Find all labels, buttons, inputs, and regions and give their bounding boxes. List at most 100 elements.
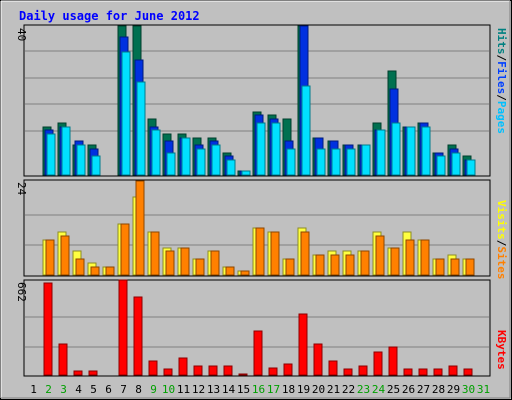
x-tick-label-day-12: 12	[192, 383, 205, 396]
bar-usage-pages-day-27	[421, 126, 431, 176]
kbytes-legend: KBytes	[495, 330, 508, 370]
visits-legend-sites: Sites	[495, 246, 508, 279]
x-tick-label-day-17: 17	[267, 383, 280, 396]
chart-title: Daily usage for June 2012	[19, 9, 200, 23]
bar-visits-sites-day-29	[450, 258, 460, 276]
usage-legend-hits: Hits	[495, 28, 508, 55]
visits-legend-visits: Visits	[495, 200, 508, 240]
bar-usage-pages-day-25	[391, 122, 401, 176]
bar-visits-sites-day-26	[405, 239, 415, 276]
x-tick-label-day-5: 5	[90, 383, 97, 396]
bar-kbytes-kbytes-day-29	[448, 365, 458, 376]
bar-visits-sites-day-2	[45, 239, 55, 276]
usage-ymax-label: 40	[15, 28, 28, 41]
x-tick-label-day-15: 15	[237, 383, 250, 396]
x-tick-label-day-9: 9	[150, 383, 157, 396]
bar-usage-pages-day-13	[211, 144, 221, 176]
bar-kbytes-kbytes-day-21	[328, 360, 338, 376]
bar-kbytes-kbytes-day-28	[433, 368, 443, 376]
bar-visits-sites-day-11	[180, 247, 190, 276]
bar-usage-pages-day-18	[286, 148, 296, 176]
bar-usage-pages-day-17	[271, 122, 281, 176]
bar-kbytes-kbytes-day-30	[463, 368, 473, 376]
bar-usage-pages-day-26	[406, 126, 416, 176]
x-tick-label-day-26: 26	[402, 383, 415, 396]
bar-visits-sites-day-21	[330, 254, 340, 276]
bar-usage-pages-day-21	[331, 148, 341, 176]
usage-legend-separator: /	[495, 94, 508, 101]
bar-usage-pages-day-4	[76, 144, 86, 176]
bar-usage-pages-day-8	[136, 81, 146, 176]
x-tick-label-day-2: 2	[45, 383, 52, 396]
bar-kbytes-kbytes-day-16	[253, 330, 263, 376]
x-tick-label-day-30: 30	[462, 383, 475, 396]
bar-usage-pages-day-2	[46, 133, 56, 176]
x-tick-label-day-21: 21	[327, 383, 340, 396]
bar-layer	[42, 25, 476, 376]
bar-usage-pages-day-30	[466, 159, 476, 176]
bar-visits-sites-day-25	[390, 247, 400, 276]
x-axis-labels: 1 2 3 4 5 6 7 8 9 10 11 12 13 14 15 16 17 18 19 20 21 22 23 24 2…	[30, 383, 490, 396]
usage-legend: Hits/Files/Pages	[495, 28, 508, 134]
x-tick-label-day-27: 27	[417, 383, 430, 396]
bar-kbytes-kbytes-day-27	[418, 368, 428, 376]
x-tick-label-day-13: 13	[207, 383, 220, 396]
bar-usage-pages-day-14	[226, 159, 236, 176]
bar-usage-pages-day-7	[121, 51, 131, 176]
bar-visits-sites-day-4	[75, 258, 85, 276]
x-tick-label-day-8: 8	[135, 383, 142, 396]
visits-legend: Visits/Sites	[495, 200, 508, 280]
x-tick-label-day-31: 31	[477, 383, 490, 396]
bar-visits-sites-day-22	[345, 254, 355, 276]
usage-legend-pages: Pages	[495, 101, 508, 134]
x-tick-label-day-16: 16	[252, 383, 265, 396]
x-tick-label-day-25: 25	[387, 383, 400, 396]
usage-legend-separator: /	[495, 55, 508, 62]
kbytes-legend-kbytes: KBytes	[495, 330, 508, 370]
x-tick-label-day-28: 28	[432, 383, 445, 396]
visits-legend-separator: /	[495, 240, 508, 247]
bar-usage-pages-day-29	[451, 152, 461, 176]
usage-legend-files: Files	[495, 61, 508, 94]
bar-kbytes-kbytes-day-11	[178, 357, 188, 376]
bar-usage-pages-day-22	[346, 148, 356, 176]
bar-visits-sites-day-5	[90, 266, 100, 276]
bar-visits-sites-day-23	[360, 250, 370, 276]
bar-usage-pages-day-9	[151, 129, 161, 176]
bar-usage-pages-day-23	[361, 144, 371, 176]
bar-visits-sites-day-16	[255, 227, 265, 276]
bar-usage-pages-day-11	[181, 137, 191, 176]
bar-kbytes-kbytes-day-18	[283, 363, 293, 376]
bar-visits-sites-day-9	[150, 231, 160, 276]
bar-visits-sites-day-3	[60, 235, 70, 276]
bar-usage-pages-day-20	[316, 148, 326, 176]
bar-kbytes-kbytes-day-4	[73, 370, 83, 376]
kbytes-ymax-label: 662	[15, 282, 28, 302]
bar-kbytes-kbytes-day-5	[88, 370, 98, 376]
bar-usage-pages-day-24	[376, 129, 386, 176]
bar-usage-pages-day-10	[166, 152, 176, 176]
bar-visits-sites-day-28	[435, 258, 445, 276]
x-tick-label-day-20: 20	[312, 383, 325, 396]
bar-visits-sites-day-19	[300, 231, 310, 276]
bar-visits-sites-day-7	[120, 223, 130, 276]
bar-usage-pages-day-15	[241, 170, 251, 176]
bar-usage-pages-day-16	[256, 122, 266, 176]
bar-visits-sites-day-30	[465, 258, 475, 276]
bar-kbytes-kbytes-day-20	[313, 343, 323, 376]
bar-usage-pages-day-28	[436, 155, 446, 176]
x-tick-label-day-10: 10	[162, 383, 175, 396]
bar-visits-sites-day-27	[420, 239, 430, 276]
bar-kbytes-kbytes-day-26	[403, 368, 413, 376]
bar-kbytes-kbytes-day-22	[343, 368, 353, 376]
bar-kbytes-kbytes-day-13	[208, 365, 218, 376]
x-tick-label-day-1: 1	[30, 383, 37, 396]
bar-usage-pages-day-12	[196, 148, 206, 176]
bar-visits-sites-day-14	[225, 266, 235, 276]
bar-visits-sites-day-6	[105, 266, 115, 276]
bar-usage-pages-day-19	[301, 85, 311, 176]
bar-kbytes-kbytes-day-7	[118, 279, 128, 376]
x-tick-label-day-19: 19	[297, 383, 310, 396]
bar-kbytes-kbytes-day-23	[358, 365, 368, 376]
